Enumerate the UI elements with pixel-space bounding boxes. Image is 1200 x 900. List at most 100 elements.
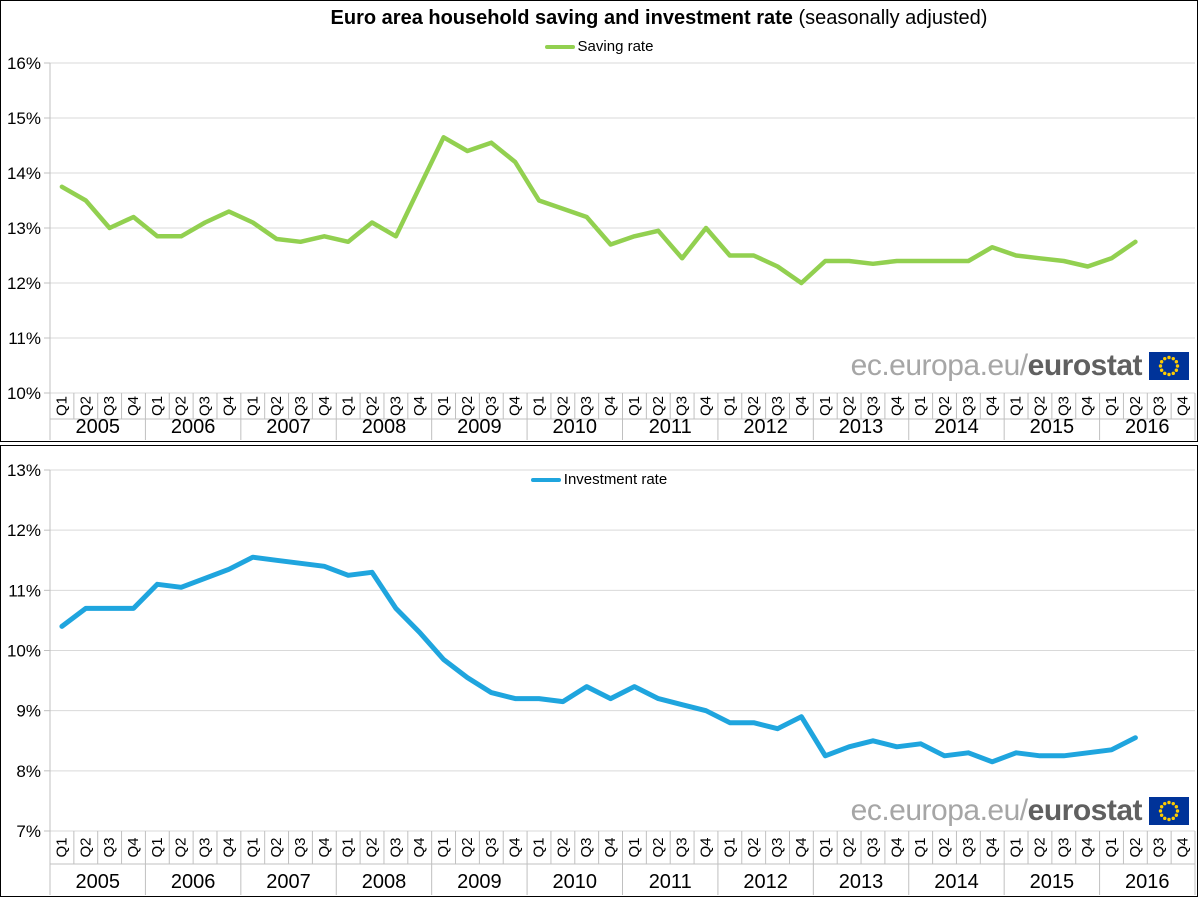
quarter-tick-label: Q3 xyxy=(578,396,595,416)
watermark-brand-text: eurostat xyxy=(1027,349,1143,382)
quarter-tick-label: Q1 xyxy=(244,838,261,858)
saving-rate-line xyxy=(59,135,1138,286)
eu-flag-star xyxy=(1171,371,1175,376)
eu-flag-star xyxy=(1159,805,1164,809)
quarter-tick-label: Q3 xyxy=(960,396,977,416)
quarter-tick-label: Q2 xyxy=(936,396,953,416)
quarter-tick-label: Q4 xyxy=(984,396,1001,416)
quarter-tick-label: Q2 xyxy=(1031,396,1048,416)
quarter-tick-label: Q4 xyxy=(793,396,810,416)
year-tick-label: 2005 xyxy=(75,871,120,893)
quarter-tick-label: Q1 xyxy=(817,396,834,416)
quarter-tick-label: Q3 xyxy=(674,837,691,857)
quarter-tick-label: Q1 xyxy=(721,837,738,857)
investment-rate-legend-label: Investment rate xyxy=(563,471,668,488)
year-tick-label: 2016 xyxy=(1125,416,1170,438)
quarter-tick-label: Q2 xyxy=(364,396,381,416)
saving-rate-legend-swatch xyxy=(544,44,575,49)
quarter-tick-label: Q1 xyxy=(53,396,70,416)
quarter-tick-label: Q1 xyxy=(149,837,166,857)
quarter-tick-label: Q2 xyxy=(1031,837,1048,857)
quarter-tick-label: Q1 xyxy=(531,837,548,857)
quarter-tick-label: Q4 xyxy=(316,837,333,857)
quarter-tick-label: Q2 xyxy=(173,396,190,416)
y-axis-label: 11% xyxy=(8,329,41,348)
chart-title-main: Euro area household saving and investmen… xyxy=(330,7,793,29)
quarter-tick-label: Q3 xyxy=(865,396,882,416)
year-tick-label: 2007 xyxy=(266,871,311,893)
watermark-url-text: ec.europa.eu/ xyxy=(850,794,1028,827)
eu-flag-icon xyxy=(1149,797,1189,825)
quarter-tick-label: Q4 xyxy=(411,396,428,416)
quarter-tick-label: Q4 xyxy=(125,396,142,416)
quarter-tick-label: Q1 xyxy=(912,396,929,416)
year-tick-label: 2013 xyxy=(839,871,884,893)
saving-rate-legend: Saving rate xyxy=(1,38,1197,55)
quarter-tick-label: Q2 xyxy=(459,837,476,857)
quarter-tick-label: Q1 xyxy=(626,837,643,857)
eu-flag-star xyxy=(1163,801,1167,806)
eu-flag-star xyxy=(1163,356,1167,361)
quarter-tick-label: Q1 xyxy=(1008,396,1025,416)
quarter-tick-label: Q4 xyxy=(411,837,428,857)
quarter-tick-label: Q1 xyxy=(1103,837,1120,857)
saving-rate-chart-panel: Euro area household saving and investmen… xyxy=(0,0,1198,442)
quarter-tick-label: Q1 xyxy=(817,838,834,858)
quarter-tick-label: Q2 xyxy=(1127,838,1144,858)
quarter-tick-label: Q1 xyxy=(435,837,452,857)
year-tick-label: 2009 xyxy=(457,871,502,893)
quarter-tick-label: Q1 xyxy=(340,838,357,858)
quarter-tick-label: Q2 xyxy=(77,396,94,416)
year-tick-label: 2008 xyxy=(362,416,407,438)
y-axis-label: 10% xyxy=(7,384,41,403)
quarter-tick-label: Q2 xyxy=(745,837,762,857)
quarter-tick-label: Q1 xyxy=(721,396,738,416)
quarter-tick-label: Q3 xyxy=(1055,837,1072,857)
year-tick-label: 2008 xyxy=(362,871,407,893)
quarter-tick-label: Q3 xyxy=(769,838,786,858)
quarter-tick-label: Q4 xyxy=(602,396,619,416)
eu-flag-star xyxy=(1167,817,1171,822)
quarter-tick-label: Q3 xyxy=(1151,396,1168,416)
eu-flag-star xyxy=(1158,364,1163,368)
y-axis-label: 10% xyxy=(7,642,41,661)
quarter-tick-label: Q4 xyxy=(1079,396,1096,416)
quarter-tick-label: Q4 xyxy=(984,837,1001,857)
y-axis-label: 8% xyxy=(16,762,41,781)
eu-flag-icon xyxy=(1149,352,1189,380)
eurostat-watermark: ec.europa.eu/eurostat xyxy=(851,351,1189,381)
year-tick-label: 2010 xyxy=(553,871,598,893)
quarter-tick-label: Q3 xyxy=(483,837,500,857)
quarter-tick-label: Q2 xyxy=(173,837,190,857)
eu-flag-star xyxy=(1174,360,1179,364)
watermark-brand-text: eurostat xyxy=(1027,794,1143,827)
quarter-tick-label: Q2 xyxy=(841,396,858,416)
year-tick-label: 2014 xyxy=(934,871,979,893)
quarter-tick-label: Q4 xyxy=(220,837,237,857)
eu-flag-star xyxy=(1159,360,1164,364)
saving-rate-plot: 16% 15% 14% 13% 12% 11% 10% Q1 Q2 Q3 Q4 Q1 Q2 Q3 Q4 Q1 Q… xyxy=(7,54,1196,440)
quarter-tick-label: Q1 xyxy=(912,838,929,858)
quarter-tick-label: Q3 xyxy=(292,396,309,416)
y-axis-label: 12% xyxy=(7,274,41,293)
quarter-tick-label: Q1 xyxy=(340,396,357,416)
eu-flag-star xyxy=(1175,809,1180,813)
saving-rate-legend-label: Saving rate xyxy=(577,38,654,55)
quarter-tick-label: Q1 xyxy=(531,396,548,416)
quarter-tick-label: Q2 xyxy=(459,396,476,416)
year-tick-label: 2015 xyxy=(1030,871,1075,893)
investment-rate-plot: 13% 12% 11% 10% 9% 8% 7% Q1 Q2 Q3 Q4 Q1 Q2 Q3 Q4 Q1 Q2 Q3… xyxy=(7,461,1196,895)
quarter-tick-label: Q2 xyxy=(268,837,285,857)
quarter-tick-label: Q4 xyxy=(1175,838,1192,858)
quarter-tick-label: Q2 xyxy=(554,396,571,416)
quarter-tick-label: Q3 xyxy=(387,838,404,858)
year-tick-label: 2014 xyxy=(934,416,979,438)
quarter-tick-label: Q2 xyxy=(77,838,94,858)
eu-flag-star xyxy=(1174,813,1179,817)
quarter-tick-label: Q1 xyxy=(244,396,261,416)
quarter-tick-label: Q4 xyxy=(888,396,905,416)
eu-flag-star xyxy=(1158,809,1163,813)
year-tick-label: 2010 xyxy=(553,416,598,438)
quarter-tick-label: Q3 xyxy=(674,396,691,416)
